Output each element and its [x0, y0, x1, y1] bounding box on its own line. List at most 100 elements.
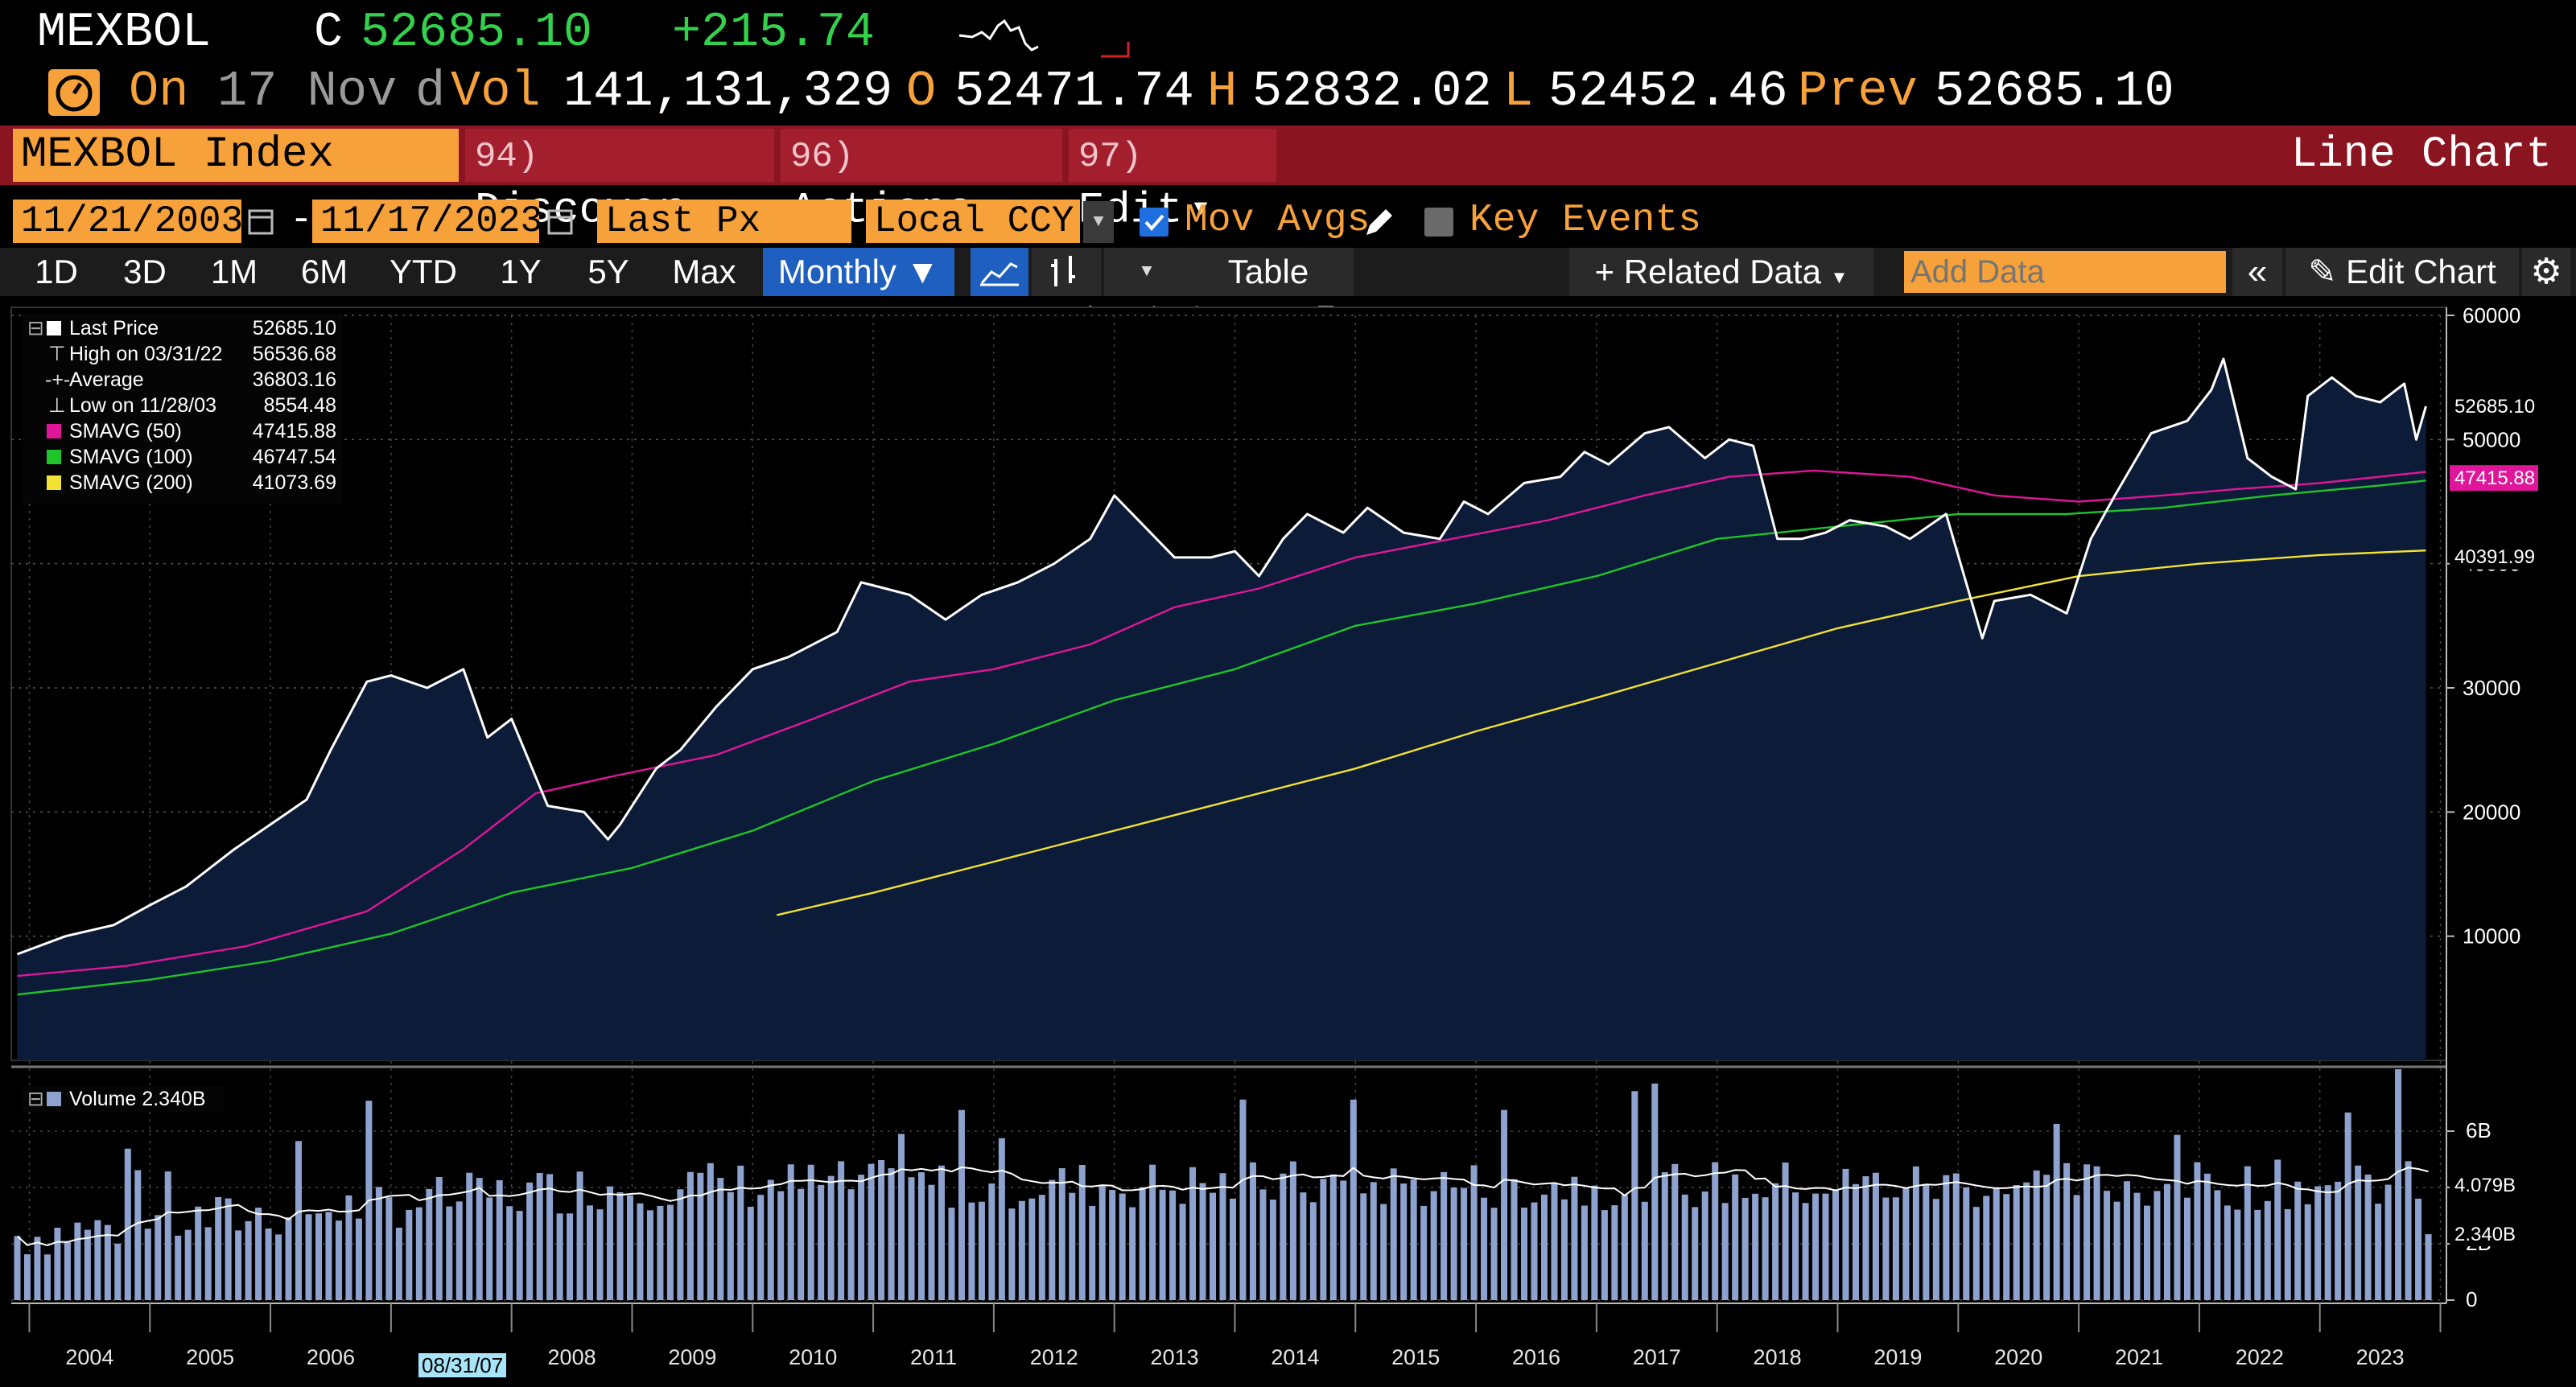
- series-line-smavg-100: [17, 479, 2426, 996]
- volume-bar: [1390, 1168, 1397, 1300]
- volume-bar: [2133, 1192, 2141, 1300]
- volume-bar: [707, 1163, 714, 1300]
- volume-bar: [184, 1229, 192, 1300]
- gear-icon[interactable]: ⚙: [2522, 248, 2570, 296]
- volume-bar: [295, 1141, 303, 1300]
- volume-bar: [1139, 1187, 1146, 1300]
- volume-bar: [596, 1209, 604, 1300]
- mov-avgs-checkbox[interactable]: [1140, 208, 1168, 237]
- volume-bar: [2163, 1183, 2170, 1300]
- volume-bar: [496, 1179, 503, 1300]
- volume-bar: [1581, 1205, 1588, 1300]
- volume-bar: [2284, 1208, 2291, 1300]
- volume-bar: [1540, 1194, 1548, 1300]
- x-tick-label: 2022: [2236, 1345, 2284, 1369]
- volume-bar: [385, 1197, 393, 1300]
- volume-bar: [2013, 1185, 2020, 1300]
- volume-bar: [1511, 1179, 1518, 1300]
- volume-bar: [54, 1228, 61, 1300]
- actions-number: 96): [790, 137, 855, 177]
- volume-bar: [2174, 1134, 2181, 1300]
- bar-chart-icon[interactable]: [1032, 248, 1101, 296]
- volume-bar: [486, 1197, 493, 1300]
- legend-item[interactable]: ⊤ High on 03/31/22 56536.68: [23, 341, 343, 367]
- x-tick-label: 2014: [1271, 1345, 1319, 1369]
- sma200-tag: 40391.99: [2454, 546, 2535, 568]
- volume-bar: [305, 1214, 312, 1300]
- x-tick-label: 2020: [1994, 1345, 2042, 1369]
- volume-bar: [1350, 1099, 1357, 1300]
- calendar-icon[interactable]: [245, 201, 277, 241]
- volume-bar: [818, 1184, 825, 1300]
- collapse-icon[interactable]: ⊟: [27, 317, 44, 340]
- volume-bar: [124, 1148, 131, 1300]
- y-tick-label: 50000: [2463, 427, 2520, 451]
- market-status-icon[interactable]: [48, 69, 100, 116]
- edit-chart-button[interactable]: ✎ Edit Chart: [2285, 248, 2519, 296]
- volume-bar: [395, 1227, 402, 1300]
- legend-swatch: [47, 475, 61, 490]
- volume-bar: [1078, 1165, 1086, 1300]
- volume-bar: [2264, 1200, 2271, 1300]
- volume-bar: [265, 1228, 272, 1300]
- volume-bar: [1983, 1196, 1990, 1300]
- period-max[interactable]: Max: [672, 253, 736, 290]
- start-date-field[interactable]: 11/21/2003: [13, 200, 243, 243]
- period-ytd[interactable]: YTD: [389, 253, 457, 290]
- period-1d[interactable]: 1D: [35, 253, 78, 290]
- line-chart-icon[interactable]: [971, 248, 1028, 296]
- security-field[interactable]: MEXBOL Index: [13, 129, 459, 182]
- key-events-checkbox[interactable]: [1424, 208, 1453, 237]
- volume-bar: [2214, 1190, 2221, 1300]
- period-3d[interactable]: 3D: [123, 253, 167, 290]
- legend-item[interactable]: ⊟ Last Price 52685.10: [23, 315, 343, 341]
- calendar-icon[interactable]: [544, 201, 576, 241]
- volume-bar: [84, 1229, 91, 1300]
- period-1m[interactable]: 1M: [210, 253, 258, 290]
- volume-bar: [1712, 1162, 1719, 1300]
- pencil-icon[interactable]: [1360, 204, 1397, 241]
- x-tick-label: 2015: [1391, 1345, 1440, 1369]
- volume-bar: [1882, 1197, 1890, 1300]
- collapse-icon[interactable]: ⊟: [27, 1088, 44, 1110]
- volume-bar: [114, 1243, 122, 1300]
- field-selector[interactable]: Last Px: [597, 200, 851, 243]
- legend-item[interactable]: -+- Average 36803.16: [23, 367, 343, 393]
- frequency-dropdown[interactable]: Monthly ▼: [763, 248, 954, 296]
- currency-selector[interactable]: Local CCY: [866, 200, 1080, 243]
- end-date-field[interactable]: 11/17/2023: [312, 200, 542, 243]
- legend-item[interactable]: ⊥ Low on 11/28/03 8554.48: [23, 393, 343, 418]
- volume-bar: [1923, 1185, 1930, 1300]
- series-line-smavg-200: [776, 549, 2426, 916]
- volume-bar: [536, 1172, 543, 1300]
- volume-bar: [1792, 1192, 1799, 1300]
- legend-item[interactable]: SMAVG (100) 46747.54: [23, 444, 343, 470]
- volume-bar: [415, 1207, 422, 1300]
- chevron-down-icon: ▼: [905, 253, 940, 290]
- discover-number: 94): [475, 137, 539, 177]
- pencil-icon: ✎: [2308, 253, 2337, 290]
- x-tick-label: 2009: [668, 1345, 716, 1369]
- volume-bar: [1832, 1189, 1840, 1300]
- volume-bar: [1038, 1195, 1045, 1300]
- legend-value: 36803.16: [252, 368, 336, 391]
- chevron-down-icon[interactable]: ▼: [1104, 248, 1189, 296]
- volume-bar: [587, 1205, 594, 1300]
- volume-bar: [616, 1192, 624, 1300]
- volume-bar: [406, 1209, 413, 1300]
- volume-bar: [1741, 1197, 1749, 1300]
- add-data-input[interactable]: [1904, 251, 2226, 293]
- collapse-icon[interactable]: «: [2232, 248, 2282, 296]
- volume-legend[interactable]: ⊟ Volume 2.340B: [23, 1086, 224, 1112]
- chevron-down-icon[interactable]: ▼: [1083, 201, 1114, 243]
- legend-item[interactable]: SMAVG (200) 41073.69: [23, 470, 343, 496]
- y-tick-label: 20000: [2463, 800, 2520, 824]
- period-1y[interactable]: 1Y: [500, 253, 542, 290]
- period-5y[interactable]: 5Y: [587, 253, 629, 290]
- table-button[interactable]: Table: [1183, 248, 1354, 296]
- volume-bar: [74, 1222, 81, 1300]
- related-data-dropdown[interactable]: + Related Data ▼: [1569, 248, 1873, 296]
- volume-bar: [435, 1176, 443, 1300]
- legend-item[interactable]: SMAVG (50) 47415.88: [23, 418, 343, 444]
- period-6m[interactable]: 6M: [300, 253, 348, 290]
